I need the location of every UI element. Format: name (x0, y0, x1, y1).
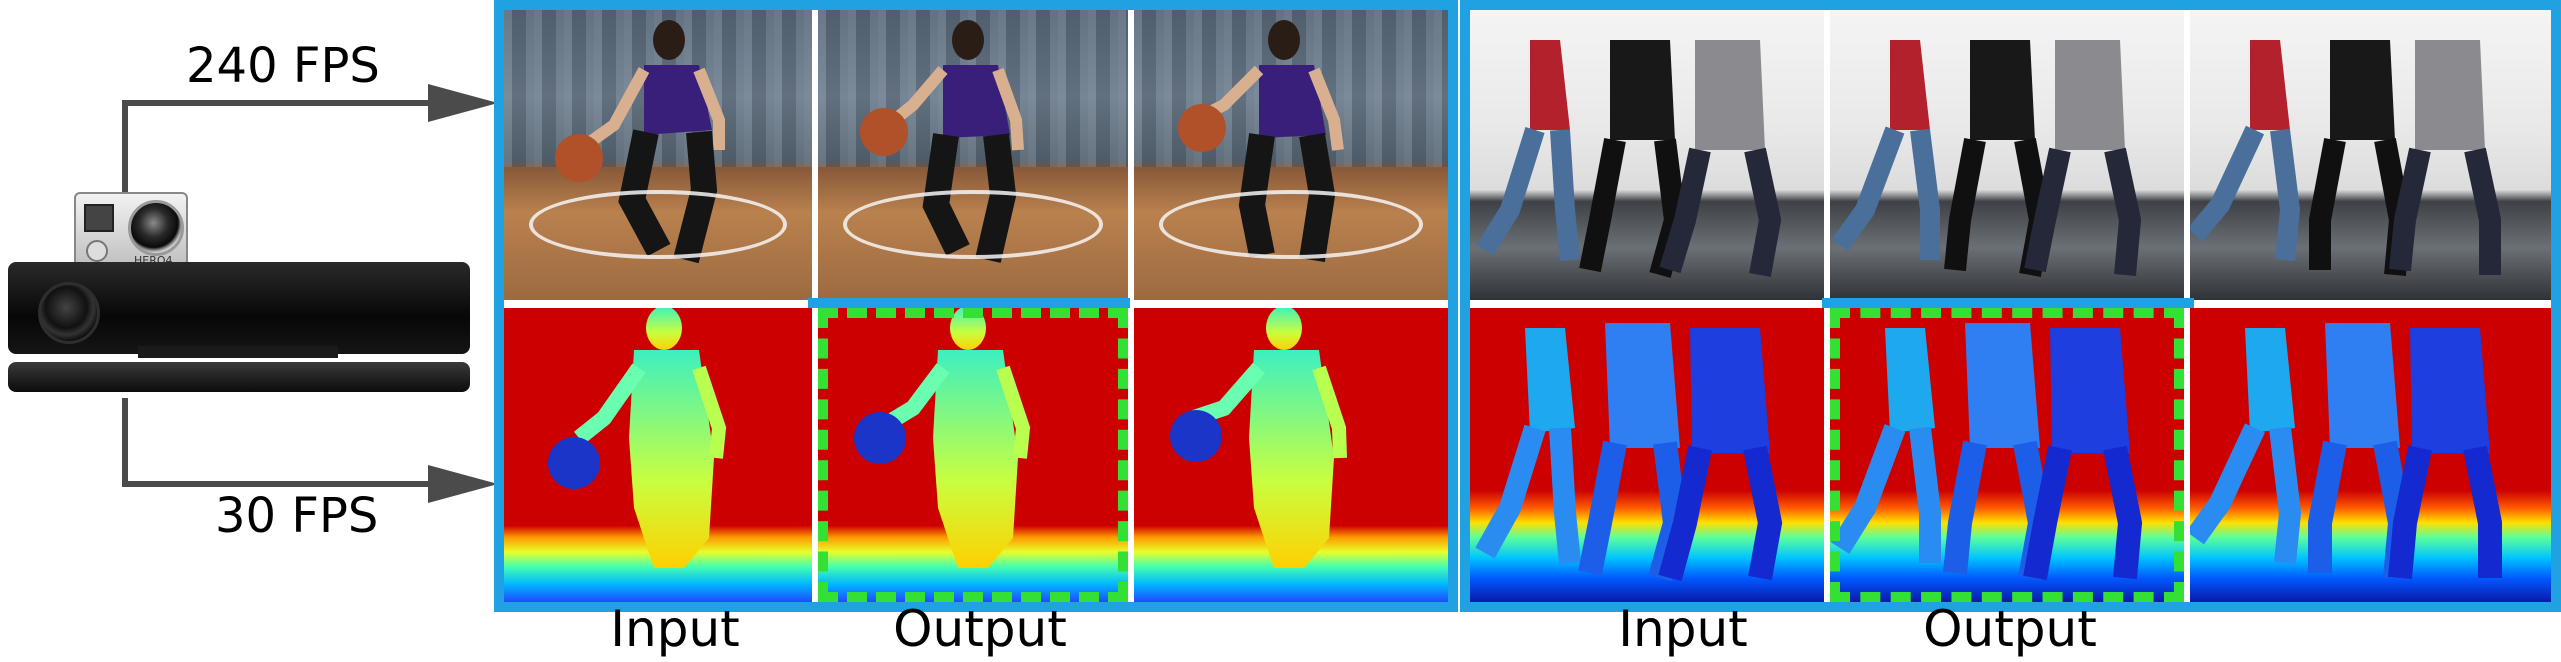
people-rgb-1 (1476, 40, 1782, 278)
player-depth-2 (854, 308, 1031, 568)
rgb-frame-1 (504, 10, 812, 300)
depth-frame-1 (504, 308, 812, 602)
people-rgb-2 (1831, 40, 2142, 277)
left-output-label: Output (893, 600, 1067, 658)
depth-frame-6 (2190, 308, 2551, 602)
fps-low-label: 30 FPS (215, 488, 379, 544)
player-depth-1 (548, 308, 727, 568)
kinect-sensor (8, 262, 470, 358)
arrow-240fps-horizontal (122, 100, 432, 106)
depth-separator-4 (2184, 308, 2190, 602)
fps-high-label: 240 FPS (186, 38, 380, 94)
depth-frame-3 (1134, 308, 1448, 602)
gopro-lens-icon (128, 200, 184, 256)
kinect-base (8, 362, 470, 392)
gopro-button (86, 240, 108, 262)
output-highlight-left (818, 308, 1128, 602)
rgb-separator-1 (812, 10, 818, 300)
gopro-screen (84, 204, 114, 232)
depth-separator-3 (1824, 308, 1830, 602)
capture-rig: 240 FPS 30 FPS HERO4 (0, 0, 500, 662)
depth-frame-4 (1470, 308, 1824, 602)
output-highlight-right (1830, 308, 2184, 602)
rgb-separator-4 (2184, 10, 2190, 300)
people-rgb-3 (2190, 40, 2501, 276)
depth-frame-5 (1830, 308, 2184, 602)
depth-separator-2 (1128, 308, 1134, 602)
depth-frame-2 (818, 308, 1128, 602)
right-panel (1470, 10, 2551, 602)
people-depth-2 (1830, 323, 2143, 581)
right-input-label: Input (1618, 600, 1748, 658)
rgb-frame-2 (818, 10, 1128, 300)
right-output-label: Output (1923, 600, 2097, 658)
kinect-lens-icon (38, 282, 100, 344)
rgb-frame-6 (2190, 10, 2551, 300)
left-panel-frame (494, 0, 1458, 612)
depth-separator-1 (812, 308, 818, 602)
rgb-frame-3 (1134, 10, 1448, 300)
kinect-stand (138, 346, 338, 358)
right-output-frame (1822, 298, 2194, 308)
player-rgb-2 (860, 20, 1024, 263)
player-rgb-3 (1178, 20, 1344, 262)
gopro-camera: HERO4 (74, 192, 188, 272)
right-panel-frame (1460, 0, 2561, 612)
left-panel (504, 10, 1448, 602)
left-output-frame (808, 298, 1130, 308)
people-depth-3 (2190, 323, 2502, 580)
arrow-30fps-horizontal (122, 481, 432, 487)
rgb-frame-5 (1830, 10, 2184, 300)
rgb-separator-2 (1128, 10, 1134, 300)
rgb-frame-4 (1470, 10, 1824, 300)
player-depth-3 (1170, 308, 1347, 568)
arrow-30fps-vertical (122, 398, 128, 486)
rgb-separator-3 (1824, 10, 1830, 300)
arrowhead-240fps-icon (428, 84, 498, 122)
arrow-240fps-vertical (122, 104, 128, 194)
people-depth-1 (1475, 323, 1783, 582)
arrowhead-30fps-icon (428, 465, 498, 503)
player-rgb-1 (555, 20, 725, 264)
left-input-label: Input (610, 600, 740, 658)
